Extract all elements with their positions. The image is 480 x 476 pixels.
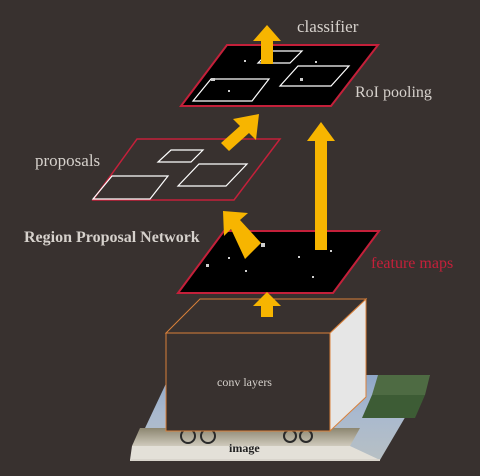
proposals-label: proposals [35,151,100,170]
arrow-conv-to-features [253,292,281,317]
roi-pooling-plane [178,44,381,107]
rpn-label: Region Proposal Network [24,229,200,246]
proposal-box [176,163,249,187]
arrow-proposals-to-roi [221,114,259,151]
classifier-label: classifier [297,17,359,36]
arrows [221,25,335,317]
roi-box [191,78,271,102]
conv-layers-label: conv layers [217,375,272,389]
roi-pooling-label: RoI pooling [355,84,432,101]
arrow-roi-to-classifier [253,25,281,64]
proposal-box [91,175,170,200]
feature-maps-label: feature maps [371,255,453,272]
roi-box [278,65,351,87]
arrow-features-to-roi [307,122,335,250]
image-label: image [229,441,260,455]
proposals-plane [91,138,282,201]
conv-layers-box [164,297,368,433]
proposal-box [156,149,205,163]
arrow-features-to-rpn [223,211,261,259]
feature-maps-plane [176,230,381,294]
